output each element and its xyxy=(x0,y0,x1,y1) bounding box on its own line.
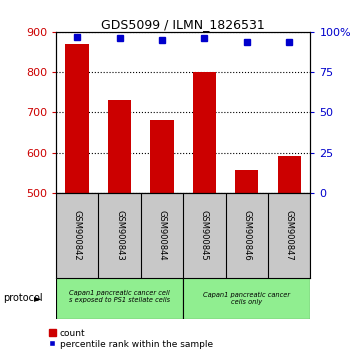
Bar xyxy=(56,278,183,319)
Bar xyxy=(65,44,89,193)
Bar xyxy=(193,72,216,193)
Bar xyxy=(278,156,301,193)
Title: GDS5099 / ILMN_1826531: GDS5099 / ILMN_1826531 xyxy=(101,18,265,31)
Text: GSM900845: GSM900845 xyxy=(200,210,209,261)
Text: GSM900844: GSM900844 xyxy=(157,210,166,261)
Text: ►: ► xyxy=(34,293,42,303)
Bar xyxy=(150,120,174,193)
Text: Capan1 pancreatic cancer cell
s exposed to PS1 stellate cells: Capan1 pancreatic cancer cell s exposed … xyxy=(69,290,170,303)
Text: GSM900843: GSM900843 xyxy=(115,210,124,261)
Text: GSM900846: GSM900846 xyxy=(242,210,251,261)
Legend: count, percentile rank within the sample: count, percentile rank within the sample xyxy=(48,328,214,349)
Text: GSM900847: GSM900847 xyxy=(285,210,294,261)
Text: protocol: protocol xyxy=(4,293,43,303)
Bar xyxy=(235,170,258,193)
Bar xyxy=(183,278,310,319)
Bar xyxy=(108,100,131,193)
Text: Capan1 pancreatic cancer
cells only: Capan1 pancreatic cancer cells only xyxy=(203,292,290,305)
Text: GSM900842: GSM900842 xyxy=(73,210,82,261)
